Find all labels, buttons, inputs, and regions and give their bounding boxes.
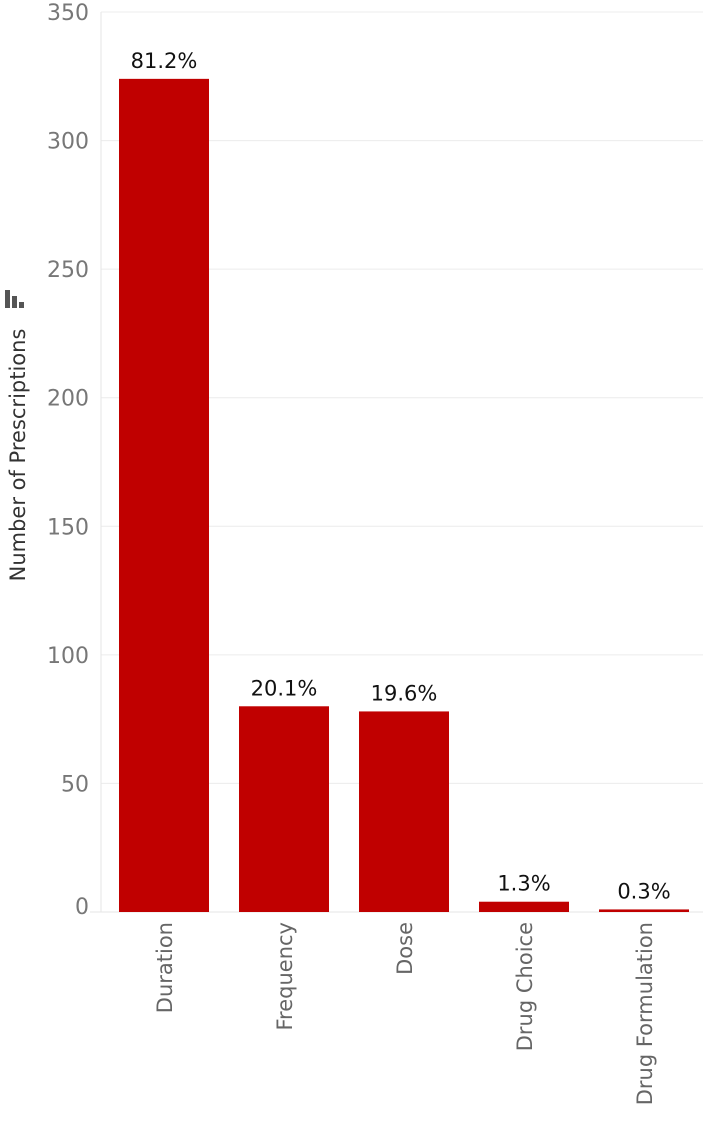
y-tick-label: 100 xyxy=(47,644,89,669)
bar[interactable] xyxy=(359,711,449,912)
y-tick-label: 0 xyxy=(75,895,89,920)
category-label: Drug Formulation xyxy=(633,922,657,1105)
data-label: 1.3% xyxy=(497,872,550,896)
data-label: 19.6% xyxy=(371,681,438,705)
data-labels: 81.2% 20.1% 19.6% 1.3% 0.3% xyxy=(131,49,671,904)
category-labels: Duration Frequency Dose Drug Choice Drug For… xyxy=(153,922,657,1105)
bar[interactable] xyxy=(479,901,569,912)
category-label: Drug Choice xyxy=(513,922,537,1051)
bar[interactable] xyxy=(239,706,329,912)
bars xyxy=(119,78,689,913)
y-tick-label: 300 xyxy=(47,130,89,155)
y-tick-label: 250 xyxy=(47,258,89,283)
category-label: Frequency xyxy=(273,922,297,1031)
y-tick-label: 350 xyxy=(47,1,89,26)
data-label: 81.2% xyxy=(131,49,198,73)
category-label: Duration xyxy=(153,922,177,1013)
y-tick-label: 150 xyxy=(47,515,89,540)
sort-descending-icon[interactable] xyxy=(5,290,24,308)
y-tick-label: 200 xyxy=(47,387,89,412)
bar[interactable] xyxy=(119,78,209,913)
y-axis-label: Number of Prescriptions xyxy=(6,329,30,582)
category-label: Dose xyxy=(393,922,417,975)
y-tick-labels: 0 50 100 150 200 250 300 350 xyxy=(47,1,89,920)
data-label: 20.1% xyxy=(251,676,318,700)
y-tick-label: 50 xyxy=(61,772,89,797)
bar[interactable] xyxy=(599,909,689,912)
data-label: 0.3% xyxy=(617,879,670,903)
